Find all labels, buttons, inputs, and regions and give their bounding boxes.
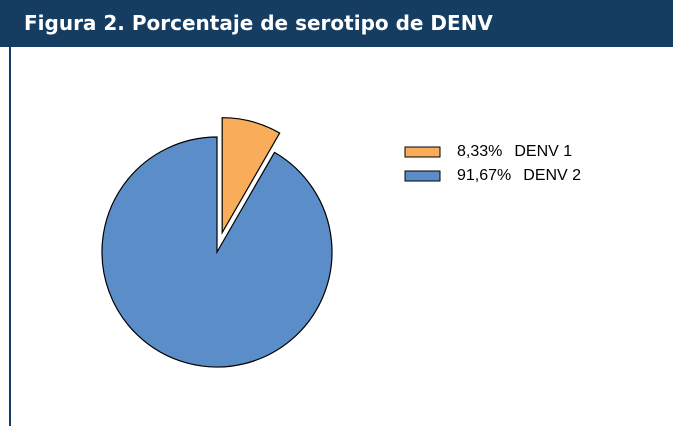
pie-slice bbox=[221, 117, 281, 235]
legend-value: 8,33% bbox=[457, 143, 502, 160]
legend-entry: 8,33% DENV 1 bbox=[457, 143, 572, 160]
legend-value: 91,67% bbox=[457, 167, 511, 184]
side-rule bbox=[9, 47, 11, 426]
chart-title: Figura 2. Porcentaje de serotipo de DENV bbox=[0, 0, 673, 47]
pie-slice bbox=[101, 136, 333, 368]
legend-swatch bbox=[404, 146, 441, 158]
legend-label: DENV 1 bbox=[514, 143, 572, 160]
legend-swatch bbox=[404, 170, 441, 182]
legend-label: DENV 2 bbox=[523, 167, 581, 184]
legend-entry: 91,67% DENV 2 bbox=[457, 167, 581, 184]
